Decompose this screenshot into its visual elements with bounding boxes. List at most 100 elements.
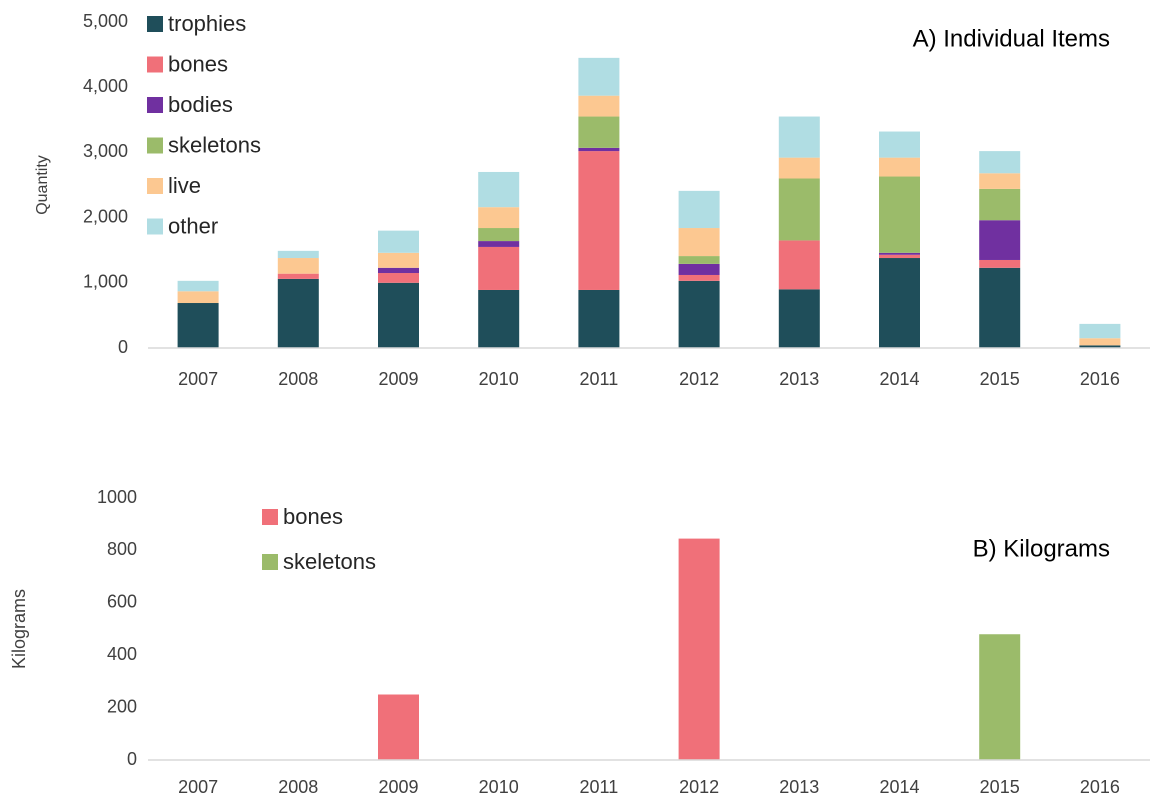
bar — [578, 147, 620, 152]
bar — [277, 250, 319, 259]
legend-swatch — [147, 218, 163, 235]
bar — [1079, 323, 1121, 339]
bar — [979, 173, 1021, 189]
y-tick-label: 600 — [107, 592, 137, 612]
x-tick-label: 2015 — [980, 777, 1020, 797]
y-tick-label: 3,000 — [83, 141, 128, 161]
bar — [879, 176, 920, 253]
bar — [678, 280, 720, 348]
legend-swatch — [147, 16, 163, 32]
bar — [378, 273, 419, 283]
y-tick-label: 1000 — [97, 487, 137, 507]
y-axis-label: Kilograms — [9, 589, 29, 669]
x-tick-label: 2014 — [879, 369, 919, 389]
bar — [678, 274, 720, 281]
x-tick-label: 2012 — [679, 369, 719, 389]
bar — [778, 240, 820, 290]
bar — [879, 157, 920, 177]
legend-swatch — [262, 509, 278, 525]
x-tick-label: 2009 — [378, 369, 418, 389]
bar — [879, 131, 920, 158]
legend-swatch — [147, 97, 163, 113]
bar — [378, 694, 419, 760]
legend-label: bones — [283, 504, 343, 529]
bar — [177, 303, 219, 348]
legend-label: bones — [168, 51, 228, 76]
x-tick-label: 2016 — [1080, 369, 1120, 389]
bar — [678, 228, 720, 257]
bar — [277, 278, 319, 348]
bar — [578, 151, 620, 290]
bar — [1079, 345, 1121, 348]
y-tick-label: 800 — [107, 539, 137, 559]
bar — [478, 246, 520, 290]
bar — [578, 116, 620, 148]
bar — [277, 273, 319, 279]
bar — [478, 171, 520, 208]
y-tick-label: 200 — [107, 696, 137, 716]
bar — [678, 256, 720, 264]
x-tick-label: 2007 — [178, 777, 218, 797]
bar — [177, 280, 219, 292]
legend-label: other — [168, 213, 218, 238]
bar — [177, 291, 219, 304]
x-tick-label: 2008 — [278, 369, 318, 389]
bar — [778, 289, 820, 348]
bar — [979, 259, 1021, 268]
bar — [578, 289, 620, 348]
x-tick-label: 2015 — [980, 369, 1020, 389]
bar — [778, 157, 820, 179]
x-tick-label: 2013 — [779, 777, 819, 797]
x-tick-label: 2010 — [479, 369, 519, 389]
bar — [678, 263, 720, 275]
legend-swatch — [147, 137, 163, 154]
bar — [778, 116, 820, 158]
x-tick-label: 2011 — [580, 777, 619, 797]
bar — [1079, 338, 1121, 346]
x-tick-label: 2014 — [879, 777, 919, 797]
bar — [979, 188, 1021, 221]
legend-label: bodies — [168, 92, 233, 117]
bar — [478, 207, 520, 229]
x-tick-label: 2013 — [779, 369, 819, 389]
bar — [478, 228, 520, 242]
bar — [378, 267, 419, 274]
bar — [478, 289, 520, 348]
legend-label: skeletons — [283, 549, 376, 574]
y-tick-label: 2,000 — [83, 206, 128, 226]
y-axis-label: Quantity — [34, 155, 51, 215]
bar — [879, 254, 920, 259]
bar — [879, 258, 920, 348]
bar — [979, 220, 1021, 260]
bar — [678, 538, 720, 760]
y-tick-label: 4,000 — [83, 76, 128, 96]
x-tick-label: 2011 — [580, 369, 619, 389]
bar — [478, 241, 520, 247]
chart-title: A) Individual Items — [913, 25, 1110, 52]
bar — [378, 252, 419, 268]
y-tick-label: 400 — [107, 644, 137, 664]
legend-label: trophies — [168, 11, 246, 36]
y-tick-label: 0 — [127, 749, 137, 769]
bar — [879, 252, 920, 255]
x-tick-label: 2016 — [1080, 777, 1120, 797]
y-tick-label: 0 — [118, 337, 128, 357]
bar — [678, 190, 720, 229]
chart-title: B) Kilograms — [973, 535, 1110, 562]
bar — [979, 634, 1021, 760]
legend-swatch — [147, 178, 163, 194]
x-tick-label: 2012 — [679, 777, 719, 797]
legend-swatch — [262, 554, 278, 570]
x-tick-label: 2007 — [178, 369, 218, 389]
legend-label: live — [168, 173, 201, 198]
bar — [378, 282, 419, 348]
x-tick-label: 2010 — [479, 777, 519, 797]
bar — [277, 258, 319, 274]
bar — [578, 57, 620, 96]
x-tick-label: 2009 — [378, 777, 418, 797]
y-tick-label: 5,000 — [83, 11, 128, 31]
legend-label: skeletons — [168, 132, 261, 157]
legend-swatch — [147, 56, 163, 73]
x-tick-label: 2008 — [278, 777, 318, 797]
